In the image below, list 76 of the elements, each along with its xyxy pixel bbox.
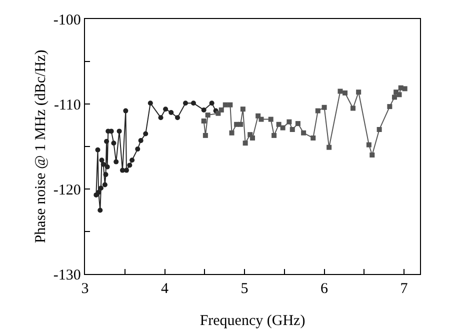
point	[326, 144, 332, 150]
x-tick-label: 5	[240, 281, 248, 298]
point	[240, 106, 246, 112]
point	[402, 86, 408, 92]
point	[95, 147, 100, 152]
point	[242, 140, 248, 146]
point	[350, 106, 356, 111]
point	[387, 104, 392, 110]
point	[370, 152, 375, 158]
point	[218, 107, 224, 112]
point	[148, 100, 153, 106]
y-tick-label: -130	[53, 267, 81, 284]
point	[315, 108, 320, 114]
point	[295, 121, 300, 126]
x-axis-title: Frequency (GHz)	[200, 313, 306, 329]
point	[238, 122, 244, 127]
point	[322, 104, 327, 110]
point	[286, 119, 292, 124]
x-tick-label: 4	[161, 281, 170, 298]
point	[111, 140, 116, 146]
point	[338, 88, 343, 94]
point	[96, 190, 102, 195]
point	[103, 172, 108, 178]
point	[123, 108, 128, 114]
point	[104, 138, 110, 144]
point	[366, 142, 372, 148]
point	[183, 100, 188, 106]
point	[256, 113, 261, 118]
point	[276, 122, 282, 127]
x-tick-label: 3	[81, 281, 89, 298]
point	[229, 130, 234, 136]
point	[102, 182, 108, 188]
point	[98, 186, 104, 191]
point	[116, 128, 122, 134]
point	[280, 125, 286, 130]
point	[268, 116, 274, 122]
point	[392, 94, 397, 100]
point	[190, 100, 196, 106]
point	[130, 158, 135, 163]
point	[175, 115, 180, 120]
point	[209, 100, 214, 106]
point	[163, 106, 168, 112]
point	[143, 131, 148, 136]
point	[272, 132, 277, 138]
x-tick-label: 7	[400, 281, 408, 298]
y-axis-title: Phase noise @ 1 MHz (dBc/Hz)	[32, 50, 49, 244]
point	[98, 208, 103, 213]
point	[201, 118, 206, 124]
point	[342, 90, 348, 96]
point	[138, 138, 144, 144]
point	[222, 102, 228, 108]
point	[396, 92, 402, 98]
point	[258, 116, 264, 122]
point	[228, 102, 233, 108]
point	[202, 132, 208, 138]
point	[205, 112, 210, 118]
point	[310, 136, 316, 140]
point	[356, 90, 362, 95]
point	[158, 115, 164, 120]
point	[216, 110, 221, 116]
y-tick-label: -120	[53, 182, 81, 198]
point	[104, 164, 110, 170]
point	[127, 162, 132, 168]
point	[135, 146, 140, 152]
y-tick-label: -100	[53, 12, 81, 28]
point	[301, 130, 306, 136]
point	[290, 127, 295, 132]
point	[250, 136, 255, 140]
point	[100, 162, 106, 167]
point	[99, 158, 104, 163]
point	[114, 159, 119, 164]
point	[201, 107, 206, 112]
point	[376, 127, 382, 132]
point	[168, 110, 174, 115]
y-tick-label: -110	[54, 97, 81, 114]
x-tick-label: 6	[320, 281, 329, 298]
